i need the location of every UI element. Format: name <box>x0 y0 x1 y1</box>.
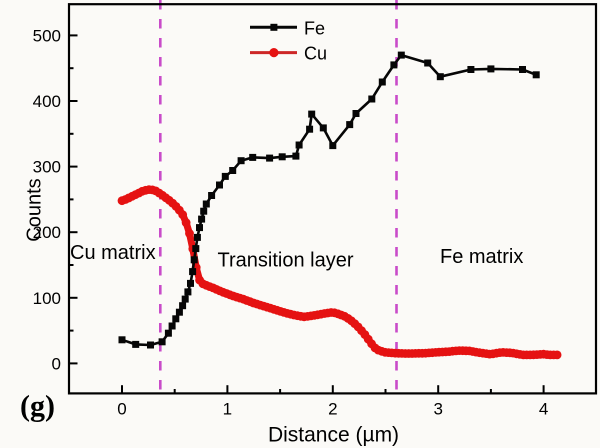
svg-text:0: 0 <box>117 400 126 419</box>
svg-text:500: 500 <box>33 26 61 45</box>
svg-text:Counts: Counts <box>24 178 46 241</box>
svg-text:400: 400 <box>33 92 61 111</box>
svg-text:200: 200 <box>33 223 61 242</box>
svg-text:Fe matrix: Fe matrix <box>440 246 523 268</box>
svg-text:0: 0 <box>52 354 61 373</box>
svg-text:2: 2 <box>328 400 337 419</box>
svg-text:Cu matrix: Cu matrix <box>70 242 156 264</box>
svg-text:1: 1 <box>223 400 232 419</box>
svg-text:Transition layer: Transition layer <box>218 250 354 272</box>
svg-text:300: 300 <box>33 158 61 177</box>
svg-text:Fe: Fe <box>304 18 325 38</box>
svg-text:4: 4 <box>539 400 548 419</box>
svg-text:Cu: Cu <box>304 44 327 64</box>
svg-text:100: 100 <box>33 289 61 308</box>
svg-text:(g): (g) <box>20 390 55 423</box>
svg-text:3: 3 <box>433 400 442 419</box>
svg-text:Distance (µm): Distance (µm) <box>268 424 399 447</box>
